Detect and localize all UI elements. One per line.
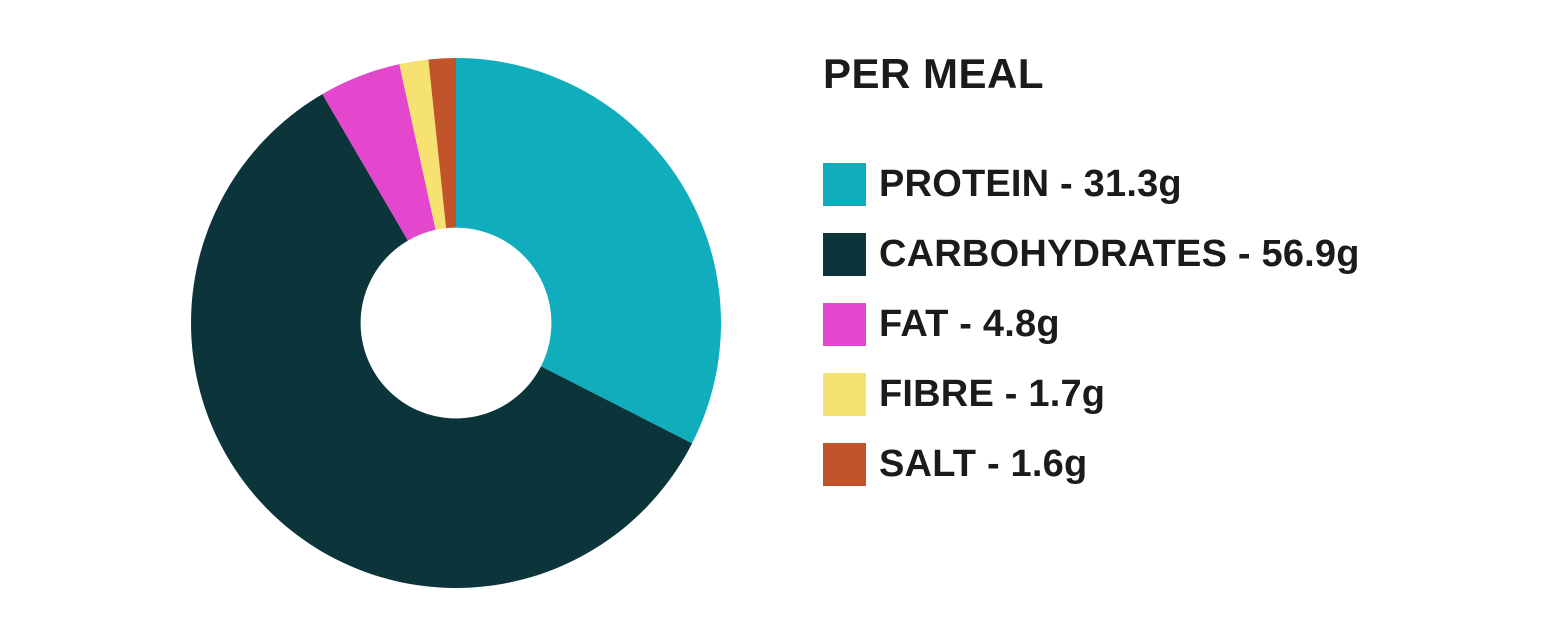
- fibre-swatch-icon: [823, 373, 866, 416]
- legend-label-fibre: FIBRE - 1.7g: [879, 373, 1106, 415]
- legend-item-protein: PROTEIN - 31.3g: [823, 163, 1360, 206]
- donut-slice-fibre: [399, 59, 447, 230]
- legend-item-fat: FAT - 4.8g: [823, 303, 1360, 346]
- legend: PER MEAL PROTEIN - 31.3g CARBOHYDRATES -…: [823, 50, 1359, 486]
- legend-item-carbohydrates: CARBOHYDRATES - 56.9g: [823, 233, 1360, 276]
- legend-item-fibre: FIBRE - 1.7g: [823, 373, 1360, 416]
- protein-swatch-icon: [823, 163, 866, 206]
- legend-label-protein: PROTEIN - 31.3g: [879, 163, 1182, 205]
- legend-title: PER MEAL: [823, 50, 1045, 97]
- salt-swatch-icon: [823, 443, 866, 486]
- legend-label-fat: FAT - 4.8g: [879, 303, 1060, 345]
- donut-slice-salt: [428, 58, 456, 229]
- carbohydrates-swatch-icon: [823, 233, 866, 276]
- donut-slice-carbohydrates: [191, 94, 693, 588]
- donut-chart: [191, 58, 721, 588]
- donut-slice-fat: [322, 64, 436, 241]
- fat-swatch-icon: [823, 303, 866, 346]
- legend-label-carbohydrates: CARBOHYDRATES - 56.9g: [879, 233, 1360, 275]
- legend-items: PROTEIN - 31.3g CARBOHYDRATES - 56.9g FA…: [823, 163, 1360, 486]
- legend-label-salt: SALT - 1.6g: [879, 443, 1088, 485]
- donut-slice-protein: [456, 58, 721, 444]
- legend-item-salt: SALT - 1.6g: [823, 443, 1360, 486]
